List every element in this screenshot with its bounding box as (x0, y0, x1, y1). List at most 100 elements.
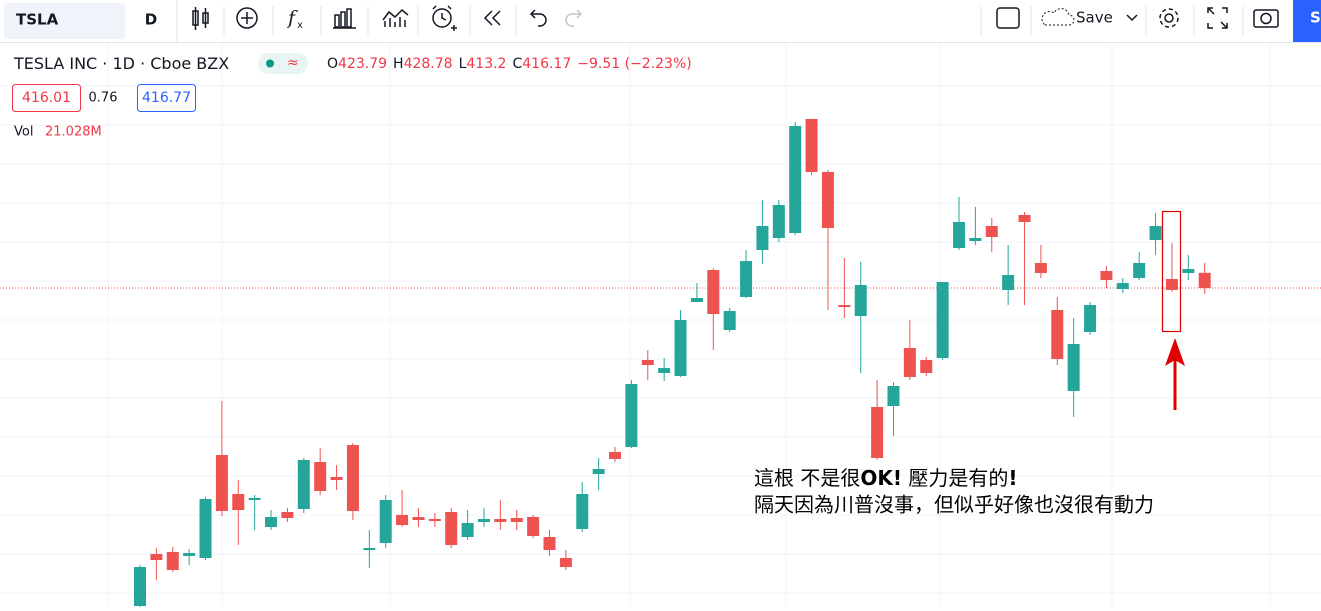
plot (0, 119, 1321, 607)
candle-body (1034, 263, 1047, 273)
candle-body (1067, 344, 1080, 391)
candle-body (330, 477, 343, 480)
svg-text:x: x (297, 20, 303, 31)
candle-body (740, 261, 753, 297)
candle-body (232, 494, 245, 510)
ohlc-value: 416.17 (522, 56, 571, 72)
screenshot-icon[interactable] (1253, 9, 1279, 28)
candle-body (1100, 271, 1113, 280)
market-status (266, 59, 274, 68)
layout-icon[interactable] (996, 7, 1020, 29)
candle-body (281, 512, 294, 518)
fullscreen-icon[interactable] (1207, 7, 1228, 29)
templates-icon[interactable] (333, 8, 356, 29)
candle-body (477, 519, 490, 522)
annotation-line: 這根 不是很OK! 壓力是有的! (754, 466, 1017, 490)
candle-body (772, 205, 785, 238)
volume-value: 21.028M (45, 125, 102, 140)
alert-icon[interactable] (432, 5, 457, 31)
bid-box[interactable] (12, 84, 81, 112)
settings-icon[interactable] (1159, 8, 1179, 28)
title: TESLA INC (13, 54, 97, 73)
replay-stats-icon[interactable] (382, 8, 409, 27)
publish-label[interactable]: S (1310, 9, 1321, 27)
candle-body (641, 360, 654, 365)
candle-body (1051, 310, 1064, 359)
candle-body (510, 518, 523, 522)
candle-body (887, 386, 900, 406)
candle-body (609, 452, 622, 459)
candle-body (461, 523, 474, 537)
candle-body (1182, 269, 1195, 273)
annotation-text: 壓力是有的 (902, 466, 1008, 490)
replay-icon[interactable] (483, 10, 501, 26)
candle-body (838, 305, 851, 307)
ohlc-letter: L (459, 56, 467, 72)
candle-body (1084, 305, 1097, 332)
candle-body (985, 226, 998, 237)
ohlc-values: O423.79 H428.78 L413.2 C416.17 −9.51 (−2.23%… (327, 56, 692, 72)
save-dropdown[interactable] (1126, 14, 1138, 22)
candle-body (199, 499, 212, 558)
ohlc-letter: O (327, 56, 338, 72)
interval-button[interactable]: D (145, 11, 157, 29)
candle-body (1149, 226, 1162, 240)
ask-box[interactable] (137, 84, 196, 112)
candle-body (166, 552, 179, 570)
candle-body (396, 515, 409, 525)
compare-icon[interactable] (236, 7, 258, 29)
candle-body (821, 172, 834, 228)
candle-body (428, 519, 441, 521)
candle-body (805, 119, 818, 172)
candle-body (445, 512, 458, 545)
status-pill[interactable] (258, 53, 308, 74)
candle-body (625, 384, 638, 447)
publish-button[interactable] (1293, 0, 1321, 42)
volume-label: Vol (14, 125, 33, 140)
ask[interactable]: 416.77 (142, 90, 191, 106)
highlight-box (1161, 210, 1182, 333)
annotation-line: 隔天因為川普沒事，但似乎好像也沒很有動力 (754, 493, 1154, 517)
candle-body (527, 517, 540, 536)
symbol[interactable]: TSLA (16, 11, 59, 29)
candle-body (1198, 272, 1211, 289)
indicator-icon[interactable]: f (286, 7, 298, 29)
candle-body (936, 282, 949, 358)
separator: · (135, 54, 150, 73)
candle-body (183, 553, 196, 556)
annotation-text: 這根 不是很 (754, 466, 860, 490)
undo-icon[interactable] (529, 9, 547, 27)
candle-body (690, 298, 703, 302)
grid (0, 42, 1321, 607)
candle-body (903, 348, 916, 377)
candle-body (756, 226, 769, 250)
candle-body (953, 222, 965, 248)
toolbar (0, 0, 1321, 42)
candle-body (969, 238, 982, 241)
candle-body (707, 270, 720, 314)
save-button[interactable]: Save (1076, 9, 1113, 27)
candle-body (871, 407, 884, 458)
candle-body (1116, 283, 1129, 289)
candle-body (134, 567, 146, 606)
data-status: ≈ (287, 55, 299, 71)
interval: 1D (112, 54, 135, 73)
redo-icon[interactable] (565, 9, 583, 27)
bid[interactable]: 416.01 (22, 90, 71, 106)
candles-icon[interactable] (192, 7, 209, 30)
spread: 0.76 (89, 91, 118, 106)
ohlc-letter: C (512, 56, 522, 72)
ohlc-value: 428.78 (404, 56, 453, 72)
candle-body (658, 368, 671, 373)
candle-body (248, 498, 261, 500)
exchange: Cboe BZX (150, 54, 229, 73)
candle-body (379, 500, 392, 543)
symbol-box[interactable] (4, 3, 125, 39)
candle-body (723, 311, 736, 330)
ohlc-value: 423.79 (338, 56, 387, 72)
candle-body (576, 494, 589, 529)
candle-body (215, 455, 228, 511)
